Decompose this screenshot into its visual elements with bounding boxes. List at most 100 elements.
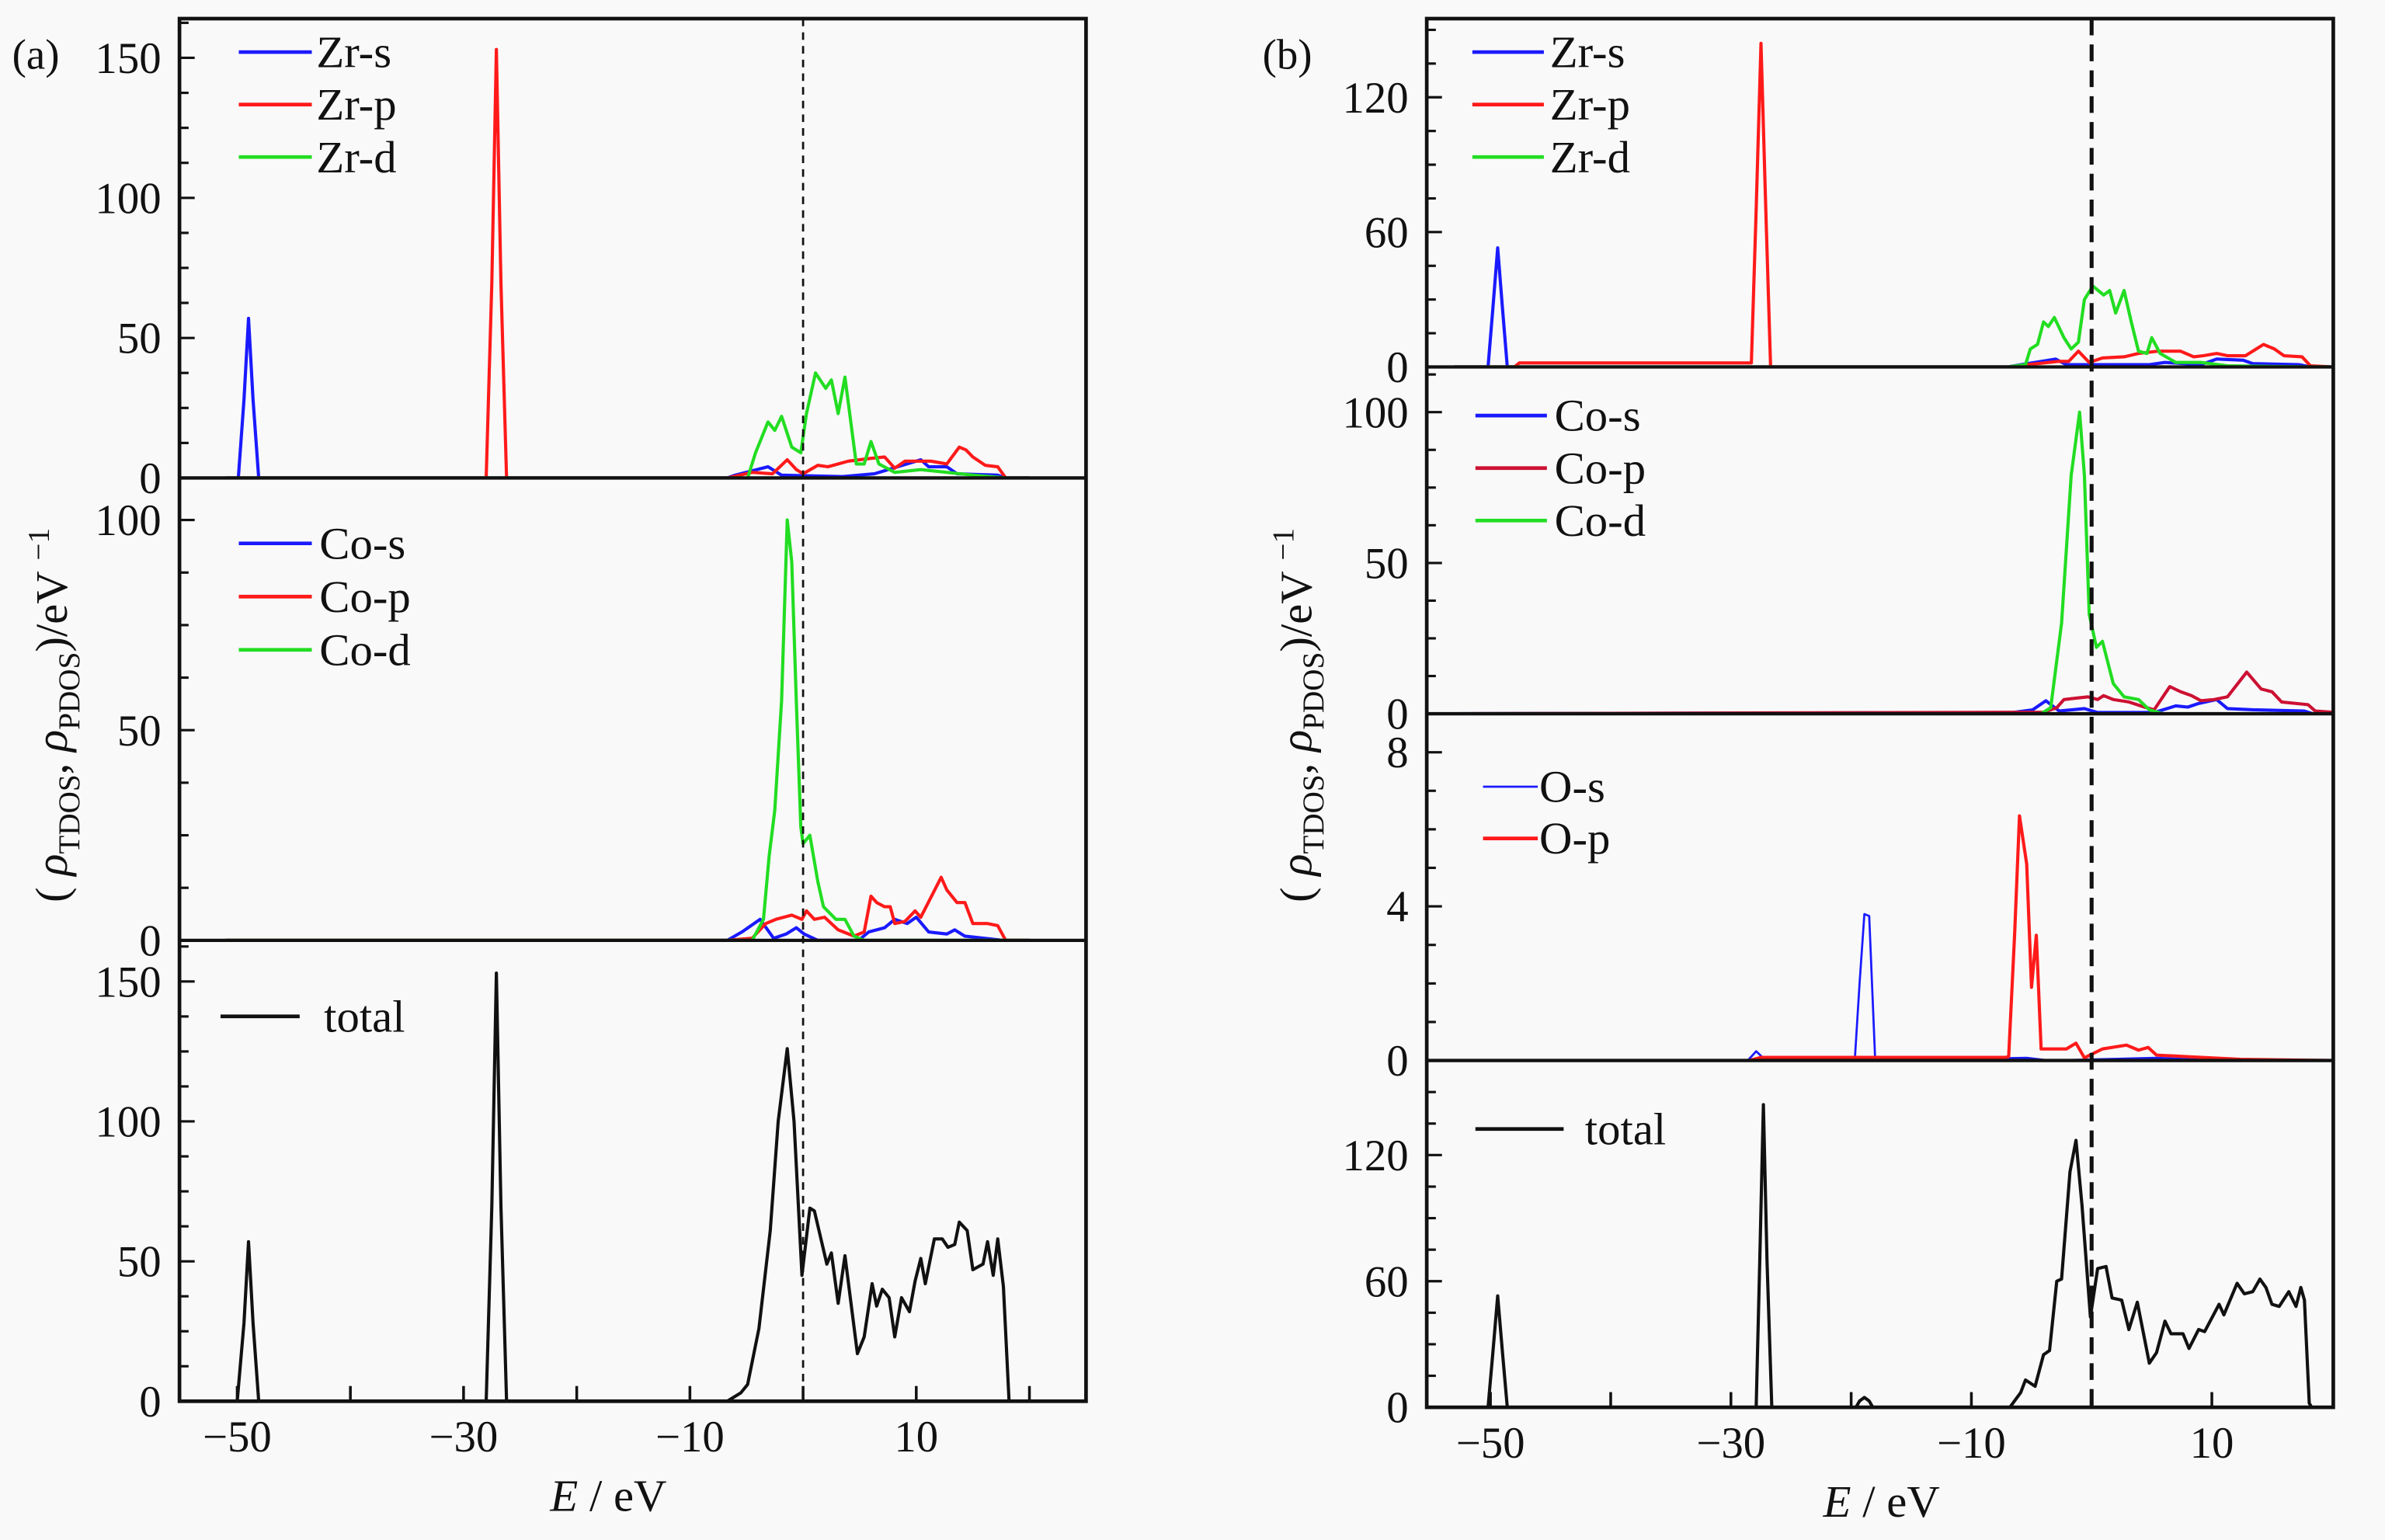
y-label-sub-tdos: TDOS [1297,774,1330,853]
y-tick-label: 0 [139,454,161,503]
legend-label-total: total [1585,1104,1666,1154]
subplot-1 [1454,410,2333,714]
x-tick-label: −10 [1937,1419,2006,1468]
panel-label: (b) [1263,31,1312,78]
y-tick-label: 60 [1365,1257,1409,1306]
x-axis-symbol: E [549,1470,578,1521]
legend-label-zr-p: Zr-p [1550,79,1630,130]
y-axis-label: ( ρTDOS, ρPDOS)/eV −1 [23,528,86,902]
x-tick-label: −30 [429,1413,498,1462]
panel-a: 0 50 100 150 Zr-sZr-pZr-d 0 50 100 Co-sCo-pCo-d 0… [12,16,1088,1521]
y-tick-label: 150 [95,34,161,83]
legend-label-co-p: Co-p [319,572,411,622]
legend-label-co-d: Co-d [1555,495,1646,546]
y-tick-label: 100 [95,1098,161,1147]
y-label-open: ( [26,876,77,902]
x-axis-symbol: E [1823,1476,1851,1527]
legend: Zr-sZr-pZr-d [1472,27,1630,183]
x-tick-label: −30 [1696,1419,1765,1468]
plot-frame [1424,16,2335,1410]
y-tick-label: 0 [1386,690,1408,739]
y-tick-label: 8 [1386,728,1408,777]
y-label-unit: /eV [1271,561,1321,637]
legend: total [220,991,405,1041]
series-line-total [1486,1103,2314,1408]
y-label-unit: /eV [26,561,77,637]
y-tick-label: 100 [95,174,161,223]
legend: Zr-sZr-pZr-d [238,27,397,183]
x-axis-label: E / eV [549,1470,666,1521]
subplot-2 [1454,814,2332,1061]
legend-label-o-s: O-s [1539,762,1605,812]
x-tick-label: −10 [655,1413,725,1462]
y-label-sub-tdos: TDOS [53,774,86,853]
legend: Co-sCo-pCo-d [238,518,411,675]
y-label-close: ) [1271,637,1321,652]
series-line-co-s [1454,697,2332,714]
series-line-co-s [225,916,1030,940]
subplot-0 [225,47,1030,478]
series-line-zr-d [225,371,1030,478]
y-label-close: ) [26,637,77,652]
series-line-total [235,971,1011,1402]
legend-label-co-p: Co-p [1555,443,1646,493]
y-label-sub-pdos: PDOS [53,652,86,730]
series-line-co-d [225,518,1030,940]
series-line-zr-p [1454,41,2332,367]
y-tick-label: 150 [95,958,161,1006]
legend-label-zr-d: Zr-d [1550,132,1630,183]
series-line-zr-s [225,316,1030,478]
subplot-1 [225,518,1030,940]
legend-label-co-d: Co-d [319,624,411,675]
y-label-comma: , [1271,752,1321,774]
panel-b: 0 60 120 Zr-sZr-pZr-d 0 50 100 Co-sCo-pCo-d 0 4 8 O… [1263,16,2335,1527]
y-label-comma: , [26,752,77,774]
y-tick-label: 50 [117,315,162,363]
y-tick-label: 50 [117,707,162,756]
legend-label-co-s: Co-s [319,518,405,568]
series-line-co-p [1454,670,2333,714]
subplot-3 [1486,1103,2314,1408]
subplot-0 [1454,41,2332,367]
y-tick-label: 0 [1386,1384,1408,1433]
y-tick-label: 0 [139,916,161,965]
legend-label-zr-s: Zr-s [316,27,391,78]
legend: Co-sCo-pCo-d [1475,391,1646,546]
legend-label-zr-s: Zr-s [1550,27,1625,78]
y-label-exponent: −1 [23,528,56,561]
y-tick-label: 4 [1386,883,1408,932]
series-line-zr-p [225,47,1030,478]
y-tick-label: 60 [1365,208,1409,257]
y-label-open: ( [1271,876,1321,902]
y-label-rho: ρ [1271,730,1321,753]
subplot-2 [235,971,1011,1402]
y-tick-label: 50 [1365,539,1409,588]
y-tick-label: 120 [1342,74,1408,123]
series-line-o-p [1454,814,2332,1061]
series-line-zr-s [1454,246,2332,367]
y-tick-label: 0 [1386,1037,1408,1086]
y-label-sub-pdos: PDOS [1297,652,1330,730]
x-tick-label: 10 [894,1413,938,1462]
x-tick-label: −50 [203,1413,272,1462]
y-label-rho: ρ [1271,854,1321,878]
x-tick-label: −50 [1456,1419,1525,1468]
y-tick-label: 0 [1386,343,1408,392]
series-line-co-p [225,875,1030,940]
y-axis-label: ( ρTDOS, ρPDOS)/eV −1 [1267,528,1330,902]
panel-label: (a) [12,31,60,78]
series-line-co-d [1454,410,2332,714]
x-axis-unit: / eV [1851,1476,1940,1527]
legend: total [1475,1104,1666,1154]
legend: O-sO-p [1483,762,1610,864]
x-axis-label: E / eV [1823,1476,1940,1527]
y-tick-label: 0 [139,1378,161,1427]
legend-label-zr-p: Zr-p [316,79,396,130]
series-line-zr-d [1454,284,2332,367]
legend-label-total: total [324,991,405,1041]
y-tick-label: 100 [95,496,161,545]
y-label-rho: ρ [26,730,77,753]
y-tick-label: 100 [1342,388,1408,437]
legend-label-zr-d: Zr-d [316,132,396,183]
